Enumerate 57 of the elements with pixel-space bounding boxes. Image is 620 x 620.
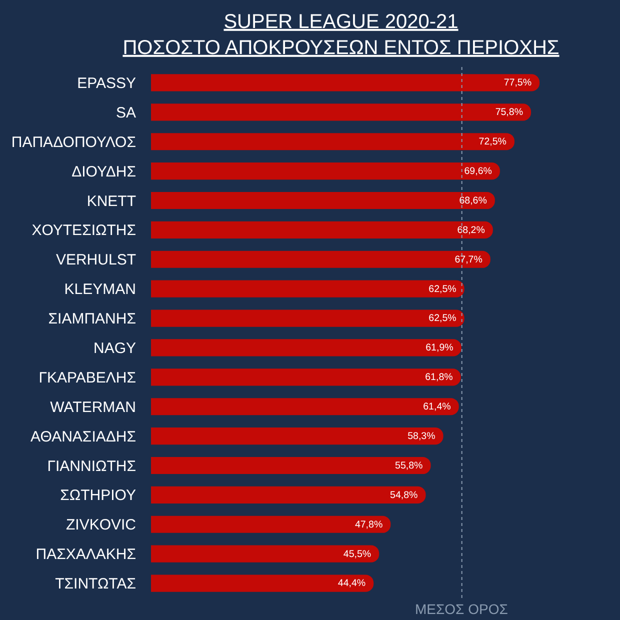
- data-label: 61,9%: [426, 342, 454, 354]
- data-label: 69,6%: [464, 166, 492, 177]
- data-label: 47,8%: [354, 519, 383, 530]
- data-label: 62,5%: [428, 284, 457, 295]
- data-label: 54,8%: [390, 490, 418, 501]
- y-tick-label: ΧΟΥΤΕΣΙΩΤΗΣ: [32, 222, 136, 240]
- y-tick-label: SA: [116, 104, 136, 122]
- bar: [151, 310, 464, 327]
- bar: [151, 250, 490, 268]
- y-tick-label: ΠΑΣΧΑΛΑΚΗΣ: [36, 546, 136, 564]
- y-tick-label: NAGY: [93, 340, 136, 357]
- data-label: 55,8%: [395, 460, 424, 472]
- bar: [151, 516, 391, 533]
- y-tick-label: ΓΙΑΝΝΙΩΤΗΣ: [47, 458, 136, 475]
- y-tick-label: ΤΣΙΝΤΩΤΑΣ: [55, 576, 136, 593]
- data-label: 68,6%: [459, 195, 488, 206]
- y-tick-label: ΣΙΑΜΠΑΝΗΣ: [48, 310, 136, 328]
- bar: [151, 280, 464, 298]
- bar: [151, 221, 493, 238]
- data-label: 68,2%: [457, 224, 486, 236]
- bar: [151, 398, 459, 416]
- bar: [151, 574, 374, 592]
- y-tick-label: WATERMAN: [50, 398, 136, 416]
- data-label: 61,4%: [423, 402, 452, 413]
- data-label: 62,5%: [428, 313, 457, 324]
- bar: [151, 192, 495, 210]
- y-tick-label: ΓΚΑΡΑΒΕΛΗΣ: [38, 369, 136, 386]
- bar: [151, 339, 462, 356]
- y-tick-label: ΣΩΤΗΡΙΟΥ: [60, 487, 136, 504]
- y-tick-label: ZIVKOVIC: [66, 516, 136, 534]
- bar: [151, 104, 532, 121]
- y-tick-label: ΠΑΠΑΔΟΠΟΥΛΟΣ: [11, 134, 136, 151]
- data-label: 44,4%: [338, 578, 366, 590]
- bar: [151, 428, 444, 445]
- bar: [151, 545, 380, 562]
- y-tick-label: EPASSY: [77, 74, 136, 92]
- bar: [151, 456, 431, 474]
- y-tick-label: VERHULST: [56, 252, 136, 269]
- data-label: 61,8%: [425, 372, 454, 384]
- bar: [151, 133, 514, 150]
- y-tick-label: KNETT: [86, 192, 136, 210]
- y-tick-label: KLEYMAN: [64, 281, 136, 298]
- bar: [151, 74, 540, 92]
- bar: [151, 486, 426, 504]
- y-tick-label: ΑΘΑΝΑΣΙΑΔΗΣ: [30, 428, 136, 446]
- bar: [151, 162, 500, 180]
- ref-line-label: ΜΕΣΟΣ ΟΡΟΣ: [415, 601, 508, 617]
- bar: [151, 368, 461, 386]
- chart-title: SUPER LEAGUE 2020-21: [224, 10, 458, 33]
- chart-subtitle: ΠΟΣΟΣΤΟ ΑΠΟΚΡΟΥΣΕΩΝ ΕΝΤΟΣ ΠΕΡΙΟΧΗΣ: [122, 36, 560, 59]
- data-label: 67,7%: [454, 254, 483, 266]
- data-label: 58,3%: [408, 430, 436, 442]
- data-label: 45,5%: [343, 548, 372, 560]
- data-label: 72,5%: [478, 136, 507, 148]
- data-label: 77,5%: [504, 78, 532, 89]
- y-tick-label: ΔΙΟΥΔΗΣ: [72, 163, 136, 180]
- data-label: 75,8%: [495, 107, 524, 118]
